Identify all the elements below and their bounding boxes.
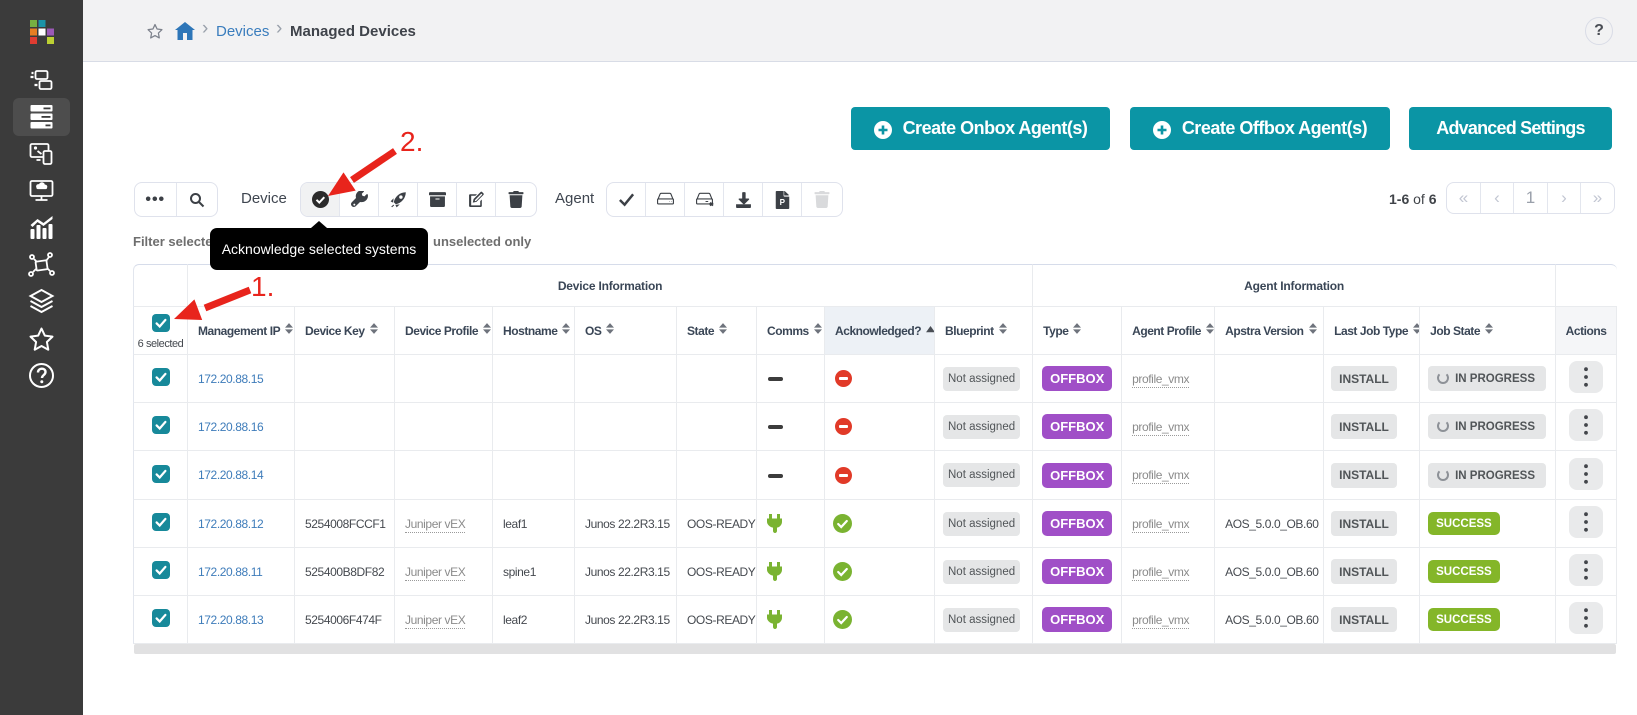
svg-text:P: P [779, 198, 785, 207]
